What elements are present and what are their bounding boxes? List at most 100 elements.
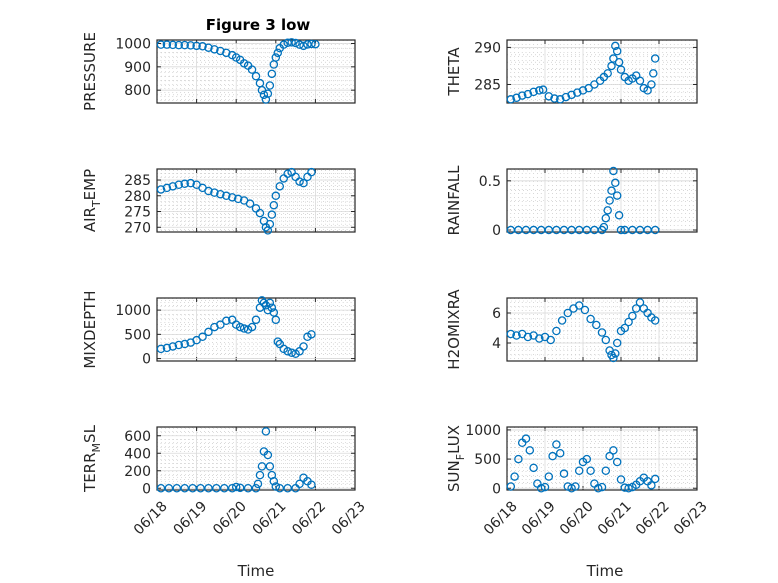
data-point [162,40,172,49]
data-point [259,298,269,308]
panel-sunflux: 06/1806/1906/2006/2106/2206/2305001000SU… [445,423,711,538]
data-point [204,43,213,52]
data-point [552,440,561,449]
axes-box [156,426,356,491]
data-point [552,326,561,336]
y-axis-label: SUNFLUX [445,425,467,492]
y-axis-label: RAINFALL [445,165,463,236]
data-point [563,308,573,318]
y-tick-label: 0 [142,352,151,368]
y-tick-label: 280 [124,189,151,205]
y-axis-label: THETA [445,47,463,97]
data-point [650,474,660,484]
data-point [512,331,521,340]
data-point [291,38,300,48]
axes-box [506,39,698,104]
x-tick-label: 06/20 [557,498,597,538]
data-point [559,469,569,478]
data-point [592,320,601,330]
y-tick-label: 600 [124,429,151,445]
data-point [210,188,219,197]
data-point [279,40,288,49]
data-point [259,90,269,100]
data-point [650,54,660,63]
data-point [557,316,567,325]
data-point [198,42,207,51]
data-point [273,337,283,346]
data-point [162,183,172,193]
data-point [162,343,172,353]
data-point [635,76,645,86]
data-point [612,191,622,200]
x-tick-label: 06/22 [289,498,329,538]
data-point [192,41,201,51]
y-tick-label: 400 [124,446,151,462]
data-point [609,446,618,455]
data-point [210,45,219,54]
y-tick-label: 275 [124,205,151,221]
data-point [514,454,523,464]
data-point [307,39,316,49]
y-axis-label-main: SUN [445,460,463,492]
y-tick-label: 800 [124,83,151,99]
data-point [261,427,271,436]
data-point [265,462,275,471]
data-point [614,211,624,220]
y-axis-label-tail: EMP [81,169,99,200]
plot-area [507,40,697,103]
data-point [620,323,630,333]
data-point [253,479,263,489]
data-point [609,54,618,63]
y-tick-label: 285 [474,77,501,93]
data-point [582,454,592,464]
data-point [247,65,257,74]
data-point [311,39,320,49]
data-point [251,315,261,325]
data-point [243,483,253,493]
y-tick-label: 500 [474,452,501,468]
data-point [267,303,277,312]
y-tick-label: 1000 [115,37,151,53]
data-point [647,481,656,490]
y-axis-label-subscript: T [90,200,103,208]
x-tick-label: 06/18 [131,498,171,538]
data-point [540,482,550,492]
axes-box [156,297,356,362]
y-tick-label: 0 [492,481,501,497]
data-point [271,53,281,62]
data-point [616,475,626,484]
data-point [647,80,656,89]
data-point [222,316,231,326]
data-point [283,347,292,356]
y-axis-label: H2OMIXRA [445,289,463,370]
data-point [156,40,166,49]
data-point [156,344,166,354]
data-point [601,213,611,223]
data-point [546,335,555,345]
data-point [574,466,584,475]
data-point [204,186,213,196]
data-point [196,483,205,493]
data-point [216,320,225,329]
data-point [605,451,614,461]
data-point [188,483,197,493]
data-point [235,322,245,332]
data-point [180,339,189,349]
data-point [168,342,178,351]
data-point [255,208,265,218]
data-point [239,324,249,333]
y-axis-label: PRESSURE [81,32,99,111]
data-point [267,69,277,79]
data-point [535,86,544,95]
panel-pressure: 800 900 1000 PRESSURE [81,32,356,111]
data-point [216,189,225,199]
data-point [263,450,273,460]
data-point [607,186,616,195]
axes-box [506,297,698,362]
data-point [612,46,622,56]
y-axis-label: MIXDEPTH [81,290,99,368]
y-axis-label-main: TERR [81,452,99,493]
data-point [283,38,292,48]
data-point [548,451,557,461]
data-point [649,69,658,78]
